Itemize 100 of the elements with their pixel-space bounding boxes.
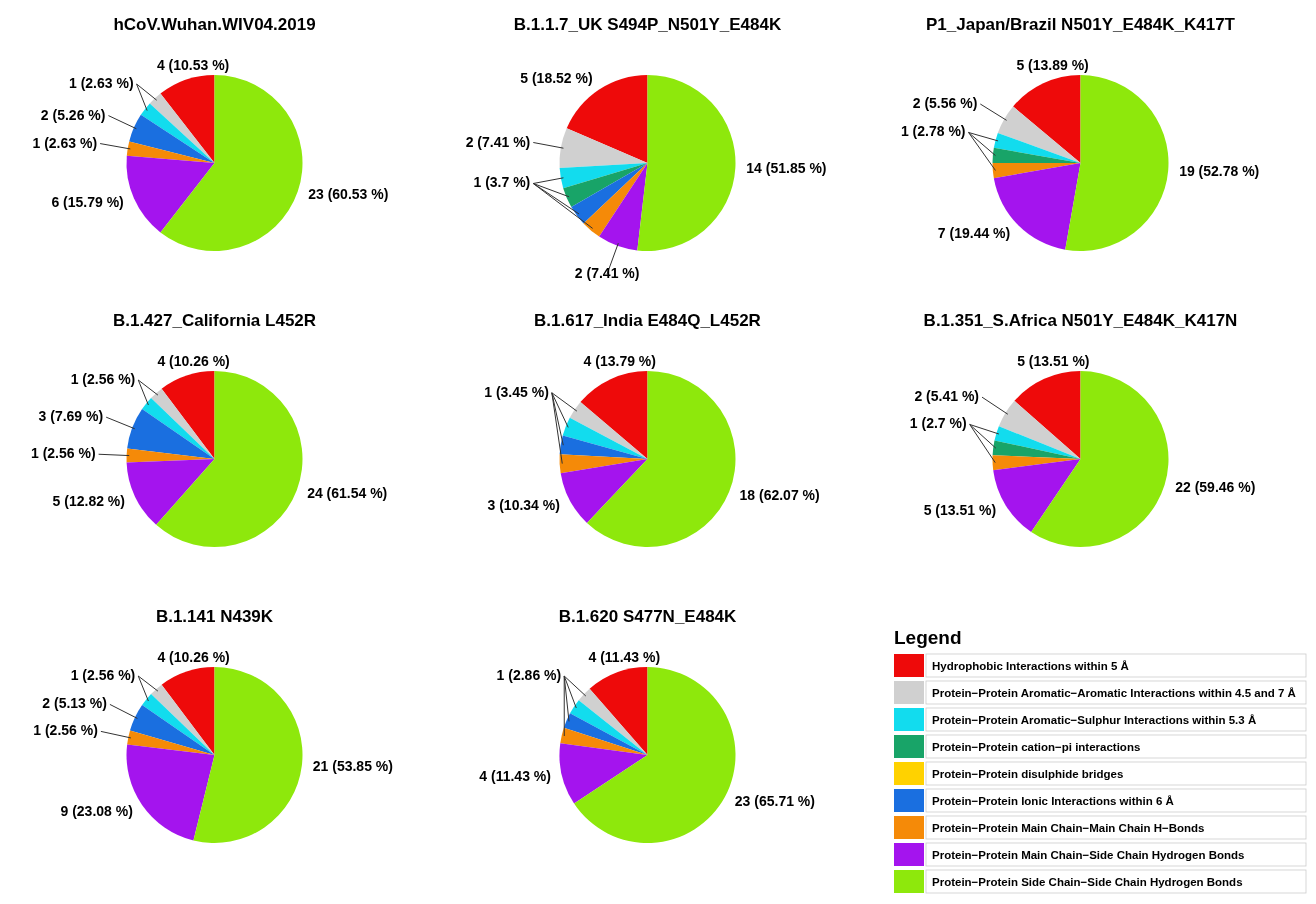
pie-slice (127, 409, 215, 459)
pie-slice (998, 400, 1081, 459)
data-label: 2 (7.41 %) (465, 133, 531, 150)
pie-slice (992, 147, 1081, 163)
pie-slice (997, 106, 1081, 163)
legend-label: Protein−Protein disulphide bridges (932, 768, 1124, 780)
pie-slice (156, 371, 303, 547)
chart-title: B.1.620 S477N_E484K (558, 607, 738, 626)
pie-slice (563, 163, 648, 207)
data-label: 2 (5.56 %) (912, 95, 978, 111)
pie-slice (589, 667, 648, 755)
pie-slice (992, 163, 1081, 179)
pie-slice (142, 398, 215, 459)
data-label: 23 (65.71 %) (734, 793, 815, 810)
pie-slice (160, 75, 303, 251)
data-label: 7 (19.44 %) (937, 224, 1011, 241)
pie-slice (580, 371, 648, 459)
pie-slice (160, 75, 215, 163)
chart-title: B.1.1.7_UK S494P_N501Y_E484K (513, 15, 782, 34)
pie-slice (1013, 75, 1081, 163)
pie-slice (993, 132, 1081, 163)
pie-slice (126, 459, 215, 525)
data-label: 2 (5.41 %) (914, 388, 980, 405)
chart-title: B.1.141 N439K (155, 607, 274, 626)
data-label: 2 (5.26 %) (40, 106, 106, 123)
data-label: 18 (62.07 %) (739, 487, 820, 504)
legend-label: Hydrophobic Interactions within 5 Å (932, 660, 1129, 672)
pie-slice (126, 141, 215, 163)
data-label: 5 (13.51 %) (1017, 353, 1090, 369)
pie-slice (149, 93, 215, 163)
data-label: 1 (3.45 %) (484, 383, 549, 400)
data-label: 1 (2.7 %) (909, 415, 967, 432)
data-label: 1 (2.56 %) (33, 722, 98, 739)
data-label: 19 (52.78 %) (1179, 162, 1260, 179)
pie-slice (994, 426, 1081, 459)
data-label: 5 (12.82 %) (52, 492, 125, 509)
pie-slice (586, 371, 736, 547)
pie-slice (559, 163, 648, 189)
pie-slice (126, 155, 215, 233)
data-label: 21 (53.85 %) (312, 758, 393, 775)
legend-label: Protein−Protein Aromatic−Sulphur Interactions within 5.3 Å (932, 714, 1257, 726)
pie-slice (129, 705, 215, 755)
data-label: 24 (61.54 %) (307, 485, 388, 502)
data-label: 4 (10.26 %) (157, 353, 230, 369)
pie-slice (161, 371, 215, 459)
chart-title: B.1.617_India E484Q_L452R (534, 311, 761, 330)
chart-title: P1_Japan/Brazil N501Y_E484K_K417T (925, 15, 1236, 34)
data-label: 1 (2.63 %) (68, 75, 134, 91)
pie-slice (151, 388, 215, 459)
pie-slice (599, 163, 648, 251)
data-label: 4 (11.43 %) (479, 768, 551, 785)
data-label: 22 (59.46 %) (1175, 479, 1256, 496)
pie-slice (127, 730, 215, 755)
pie-slice (559, 435, 648, 459)
pie-slice (161, 667, 215, 755)
pie-slice (993, 163, 1081, 250)
chart-title: hCoV.Wuhan.WIV04.2019 (113, 15, 316, 34)
data-label: 1 (2.56 %) (70, 371, 136, 387)
pie-slice (1065, 75, 1169, 251)
legend-label: Protein−Protein Main Chain−Side Chain Hydrogen Bonds (932, 849, 1245, 861)
data-label: 2 (5.13 %) (42, 695, 107, 712)
legend-label: Protein−Protein Ionic Interactions within 6 Å (932, 795, 1174, 807)
data-label: 5 (18.52 %) (520, 70, 593, 87)
pie-slice (1031, 371, 1169, 547)
pie-slice (129, 114, 215, 163)
data-label: 6 (15.79 %) (51, 194, 124, 211)
legend-label: Protein−Protein Side Chain−Side Chain Hydrogen Bonds (932, 876, 1243, 888)
data-label: 1 (2.56 %) (31, 445, 96, 462)
pie-slice (562, 417, 648, 459)
pie-slice (563, 713, 648, 755)
pie-slice (140, 103, 215, 163)
pie-slice (1014, 371, 1081, 459)
data-label: 1 (2.78 %) (900, 123, 966, 140)
data-label: 9 (23.08 %) (60, 802, 133, 819)
legend-label: Protein−Protein Aromatic−Aromatic Interactions within 4.5 and 7 Å (932, 687, 1296, 699)
data-label: 23 (60.53 %) (308, 186, 389, 203)
data-label: 4 (10.26 %) (157, 649, 230, 665)
pie-slice (992, 440, 1081, 459)
data-label: 2 (7.41 %) (574, 264, 640, 281)
data-label: 5 (13.89 %) (1016, 57, 1089, 73)
pie-slice (569, 402, 648, 459)
pie-slice (142, 694, 215, 755)
pie-slice (637, 75, 736, 251)
pie-slice (574, 667, 736, 843)
pie-slice (193, 667, 303, 843)
data-label: 4 (11.43 %) (588, 649, 661, 665)
pie-slice (570, 700, 648, 755)
pie-slice (560, 727, 648, 755)
pie-slice (571, 163, 648, 224)
legend-label: Protein−Protein cation−pi interactions (932, 741, 1141, 753)
data-label: 14 (51.85 %) (746, 159, 827, 176)
data-label: 4 (13.79 %) (583, 353, 656, 369)
data-label: 1 (2.63 %) (32, 134, 98, 151)
data-label: 1 (2.56 %) (70, 667, 136, 683)
pie-slice (151, 684, 215, 755)
chart-title: B.1.427_California L452R (112, 311, 317, 330)
legend-label: Protein−Protein Main Chain−Main Chain H−Bonds (932, 822, 1205, 834)
data-label: 1 (2.86 %) (496, 667, 562, 683)
pie-slice (559, 128, 648, 169)
pie-slice (560, 459, 648, 523)
